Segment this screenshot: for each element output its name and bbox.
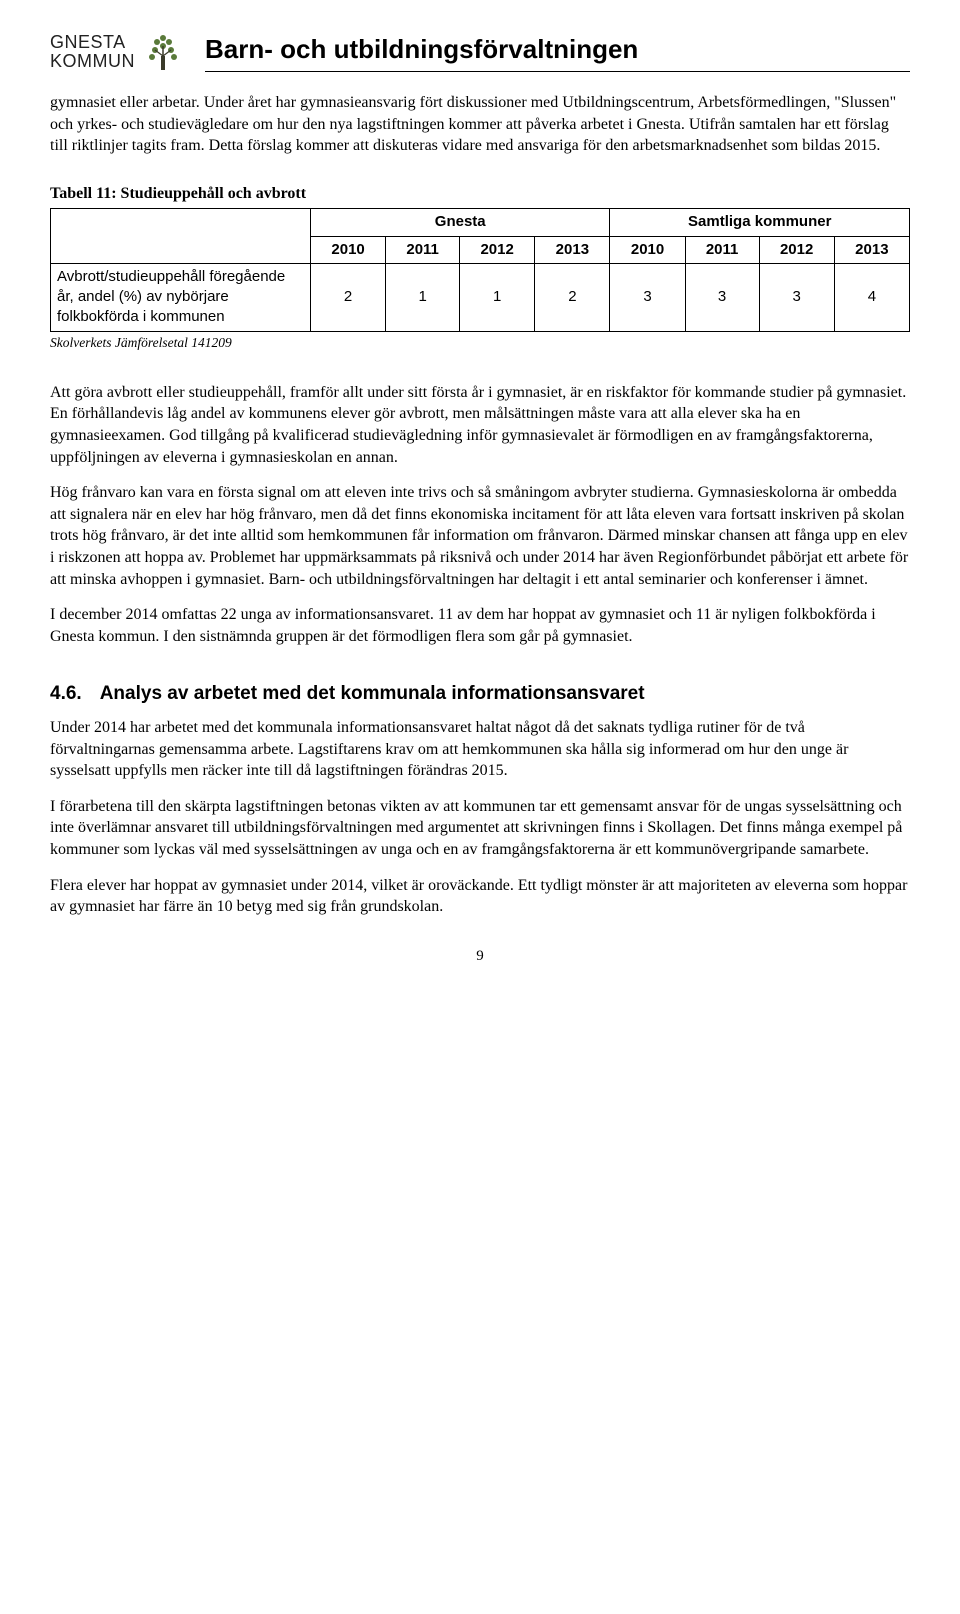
tree-icon (141, 30, 185, 74)
table-year: 2011 (386, 236, 460, 263)
table-group-2: Samtliga kommuner (610, 209, 910, 236)
body-paragraph: Hög frånvaro kan vara en första signal o… (50, 482, 910, 590)
section-paragraph: Flera elever har hoppat av gymnasiet und… (50, 875, 910, 918)
table-cell: 3 (685, 263, 759, 331)
table-stub (51, 209, 311, 264)
logo-text: GNESTA KOMMUN (50, 33, 135, 71)
intro-text: gymnasiet eller arbetar. Under året har … (50, 92, 910, 157)
table-year: 2013 (535, 236, 610, 263)
table-year: 2010 (311, 236, 386, 263)
department-title: Barn- och utbildningsförvaltningen (205, 32, 910, 72)
table-cell: 4 (834, 263, 909, 331)
page-number: 9 (50, 946, 910, 966)
data-table: Gnesta Samtliga kommuner 2010 2011 2012 … (50, 208, 910, 331)
logo-line-1: GNESTA (50, 33, 135, 52)
table-year: 2011 (685, 236, 759, 263)
logo-line-2: KOMMUN (50, 52, 135, 71)
table-caption: Tabell 11: Studieuppehåll och avbrott (50, 183, 910, 205)
table-row-label: Avbrott/studieuppehåll föregående år, an… (51, 263, 311, 331)
intro-paragraph: gymnasiet eller arbetar. Under året har … (50, 92, 910, 157)
table-cell: 2 (535, 263, 610, 331)
table-cell: 1 (460, 263, 535, 331)
table-cell: 3 (610, 263, 685, 331)
body-paragraph: I december 2014 omfattas 22 unga av info… (50, 604, 910, 647)
body-text: Att göra avbrott eller studieuppehåll, f… (50, 382, 910, 648)
table-year: 2013 (834, 236, 909, 263)
body-paragraph: Att göra avbrott eller studieuppehåll, f… (50, 382, 910, 468)
table-source: Skolverkets Jämförelsetal 141209 (50, 334, 910, 352)
section-paragraph: Under 2014 har arbetet med det kommunala… (50, 717, 910, 782)
table-year: 2012 (460, 236, 535, 263)
table-cell: 3 (759, 263, 834, 331)
section-title: Analys av arbetet med det kommunala info… (100, 683, 645, 704)
section-paragraph: I förarbetena till den skärpta lagstiftn… (50, 796, 910, 861)
table-year: 2010 (610, 236, 685, 263)
logo: GNESTA KOMMUN (50, 30, 185, 74)
table-cell: 2 (311, 263, 386, 331)
table-year: 2012 (759, 236, 834, 263)
section-body: Under 2014 har arbetet med det kommunala… (50, 717, 910, 918)
section-number: 4.6. (50, 683, 82, 704)
section-heading: 4.6. Analys av arbetet med det kommunala … (50, 681, 910, 707)
table-group-1: Gnesta (311, 209, 610, 236)
table-cell: 1 (386, 263, 460, 331)
page-header: GNESTA KOMMUN Barn- och utbildningsförva… (50, 30, 910, 74)
